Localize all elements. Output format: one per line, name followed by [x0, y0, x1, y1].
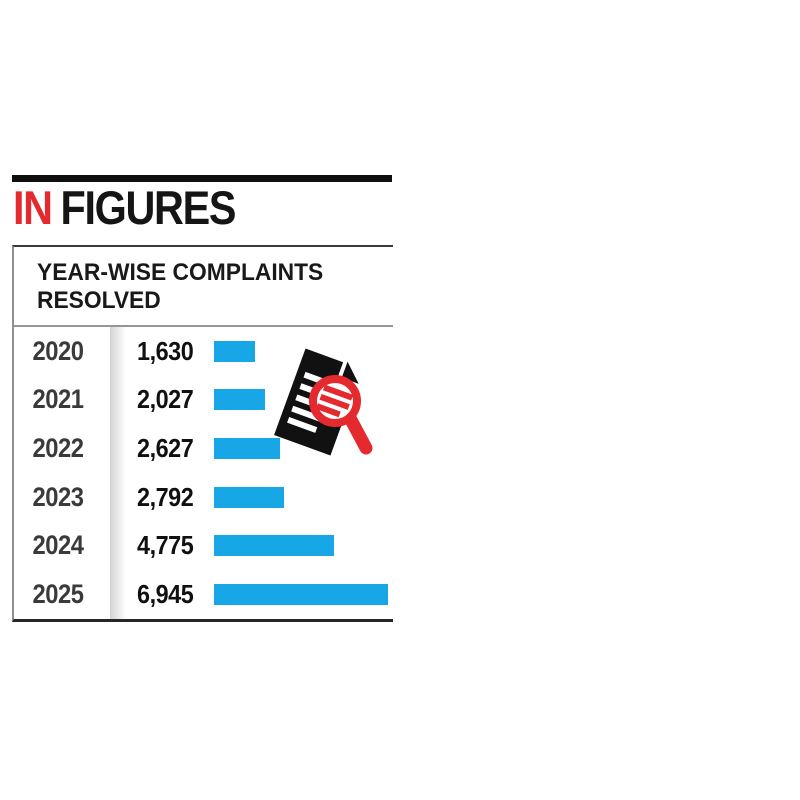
- bar-track: [214, 389, 393, 411]
- page-title: IN FIGURES: [13, 181, 237, 234]
- chart-title-line2: RESOLVED: [37, 287, 161, 314]
- year-label: 2025: [32, 579, 84, 610]
- value-label: 2,027: [137, 384, 194, 415]
- bar-track: [214, 438, 393, 460]
- bar: [214, 486, 284, 508]
- magnifier-glyph: [309, 375, 373, 455]
- bar-track: [214, 535, 393, 557]
- column-divider: [110, 327, 126, 619]
- header-rule: [12, 175, 392, 182]
- bar: [214, 535, 334, 557]
- bar: [214, 340, 255, 362]
- value-label: 4,775: [137, 530, 194, 561]
- bar: [214, 438, 280, 460]
- bar-track: [214, 486, 393, 508]
- bar-track: [214, 584, 393, 606]
- value-label: 1,630: [137, 335, 194, 366]
- bar: [214, 389, 265, 411]
- year-label: 2023: [32, 481, 84, 512]
- value-label: 2,792: [137, 481, 194, 512]
- chart-title: YEAR-WISE COMPLAINTS RESOLVED: [37, 259, 323, 315]
- table-row: 2020 1,630: [14, 327, 393, 375]
- chart-title-line1: YEAR-WISE COMPLAINTS: [37, 259, 324, 286]
- table-row: 2025 6,945: [14, 571, 393, 619]
- bar-track: [214, 340, 393, 362]
- table-row: 2022 2,627: [14, 425, 393, 473]
- table-row: 2024 4,775: [14, 522, 393, 570]
- value-label: 6,945: [137, 579, 194, 610]
- document-search-icon: [274, 348, 373, 456]
- table-row: 2023 2,792: [14, 473, 393, 521]
- bar-rows: 2020 1,630 2021 2,027 2022 2,627 2023 2,…: [14, 327, 393, 619]
- table-row: 2021 2,027: [14, 376, 393, 424]
- title-word-figures: FIGURES: [60, 181, 237, 234]
- value-label: 2,627: [137, 433, 194, 464]
- year-label: 2020: [32, 335, 84, 366]
- year-label: 2024: [32, 530, 84, 561]
- title-word-in: IN: [13, 181, 53, 234]
- year-label: 2021: [32, 384, 84, 415]
- year-label: 2022: [32, 433, 84, 464]
- bar: [214, 584, 388, 606]
- chart-panel: YEAR-WISE COMPLAINTS RESOLVED 2020 1,630…: [12, 245, 393, 622]
- title-divider: [14, 325, 393, 327]
